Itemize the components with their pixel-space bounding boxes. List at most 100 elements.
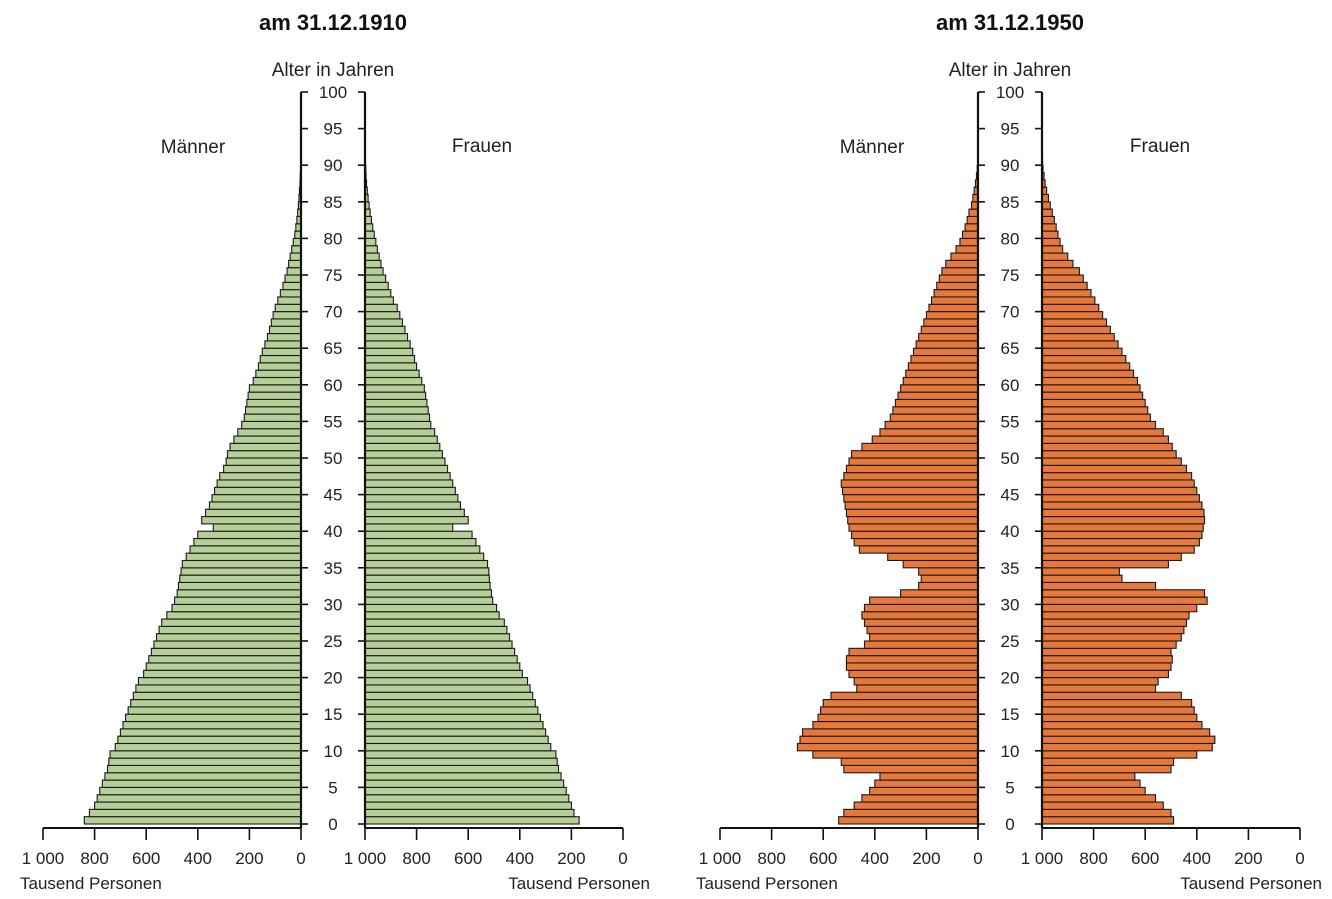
male-bar-age-4	[870, 787, 978, 794]
female-bar-age-1	[1042, 809, 1171, 816]
male-x-tick-label: 600	[809, 849, 837, 868]
age-tick-label: 75	[324, 266, 343, 285]
female-bar-age-22	[1042, 656, 1172, 663]
male-bar-age-36	[186, 553, 301, 560]
female-bar-age-40	[365, 524, 453, 531]
female-bar-age-11	[1042, 736, 1215, 743]
male-bar-age-36	[888, 553, 978, 560]
male-bar-age-33	[921, 575, 978, 582]
male-bar-age-28	[862, 612, 978, 619]
male-bar-age-10	[115, 743, 301, 750]
female-x-tick-label: 800	[402, 849, 430, 868]
male-bar-age-2	[95, 802, 301, 809]
male-bar-age-19	[138, 678, 301, 685]
female-bar-age-30	[365, 597, 493, 604]
female-bar-age-0	[365, 817, 579, 824]
female-bar-age-9	[1042, 751, 1197, 758]
age-tick-label: 70	[1001, 303, 1020, 322]
male-bar-age-81	[965, 224, 978, 231]
male-x-tick-label: 1 000	[22, 849, 65, 868]
female-x-tick-label: 200	[557, 849, 585, 868]
age-tick-label: 80	[324, 229, 343, 248]
male-bar-age-21	[846, 663, 978, 670]
male-bar-age-45	[843, 487, 978, 494]
female-bar-age-69	[1042, 312, 1103, 319]
age-tick-label: 85	[1001, 193, 1020, 212]
female-bar-age-70	[365, 304, 397, 311]
female-bar-age-28	[1042, 612, 1189, 619]
female-bar-age-65	[365, 341, 410, 348]
age-tick-label: 30	[1001, 595, 1020, 614]
female-bar-age-72	[1042, 290, 1091, 297]
age-tick-label: 35	[324, 559, 343, 578]
female-bar-age-66	[1042, 334, 1114, 341]
male-bar-age-35	[903, 560, 978, 567]
female-bar-age-38	[365, 539, 476, 546]
male-bar-age-70	[275, 304, 301, 311]
male-bar-age-41	[202, 517, 301, 524]
male-bar-age-75	[942, 268, 978, 275]
male-bar-age-38	[194, 539, 301, 546]
male-bar-age-32	[919, 582, 978, 589]
male-bar-age-60	[903, 377, 978, 384]
female-bar-age-83	[1042, 209, 1052, 216]
age-tick-label: 45	[1001, 486, 1020, 505]
male-x-tick-label: 1 000	[699, 849, 742, 868]
male-bar-age-75	[287, 268, 301, 275]
female-bar-age-49	[365, 458, 445, 465]
male-bar-age-46	[217, 480, 301, 487]
male-bar-age-44	[844, 495, 978, 502]
female-bar-age-39	[365, 531, 472, 538]
male-bar-age-21	[146, 663, 301, 670]
male-bar-age-66	[919, 334, 978, 341]
male-bar-age-14	[126, 714, 301, 721]
female-bar-age-77	[365, 253, 379, 260]
male-bar-age-3	[862, 795, 978, 802]
female-bar-age-55	[365, 414, 430, 421]
male-bar-age-69	[926, 312, 978, 319]
male-bar-age-7	[844, 765, 978, 772]
male-bar-age-24	[154, 641, 301, 648]
male-bar-age-34	[181, 568, 301, 575]
female-bar-age-21	[1042, 663, 1171, 670]
female-bar-age-44	[1042, 495, 1199, 502]
male-bar-age-39	[852, 531, 978, 538]
male-bar-age-8	[841, 758, 978, 765]
male-bar-age-31	[177, 590, 301, 597]
female-bar-age-2	[365, 802, 571, 809]
female-bar-age-84	[1042, 202, 1050, 209]
female-bar-age-21	[365, 663, 520, 670]
male-x-tick-label: 600	[132, 849, 160, 868]
male-bar-age-50	[852, 451, 978, 458]
age-tick-label: 80	[1001, 229, 1020, 248]
female-bar-age-35	[1042, 560, 1168, 567]
female-bar-age-6	[1042, 773, 1135, 780]
male-bar-age-62	[908, 363, 978, 370]
female-bar-age-3	[1042, 795, 1156, 802]
male-bar-age-78	[292, 246, 301, 253]
female-bar-age-49	[1042, 458, 1181, 465]
female-bar-age-15	[365, 707, 538, 714]
male-bar-age-71	[932, 297, 978, 304]
female-bar-age-37	[1042, 546, 1194, 553]
male-bar-age-76	[289, 260, 301, 267]
male-bar-age-26	[159, 626, 301, 633]
female-bar-age-32	[365, 582, 490, 589]
male-bar-age-69	[273, 312, 301, 319]
male-bar-age-26	[867, 626, 978, 633]
age-tick-label: 25	[1001, 632, 1020, 651]
male-bar-age-58	[248, 392, 301, 399]
female-bar-age-11	[365, 736, 548, 743]
male-bar-age-15	[128, 707, 301, 714]
age-tick-label: 75	[1001, 266, 1020, 285]
male-x-tick-label: 800	[757, 849, 785, 868]
female-bar-age-29	[365, 604, 497, 611]
female-bar-age-80	[365, 231, 374, 238]
male-bar-age-43	[209, 502, 301, 509]
female-bar-age-27	[365, 619, 504, 626]
female-bar-age-78	[365, 246, 377, 253]
female-bar-age-17	[365, 692, 533, 699]
